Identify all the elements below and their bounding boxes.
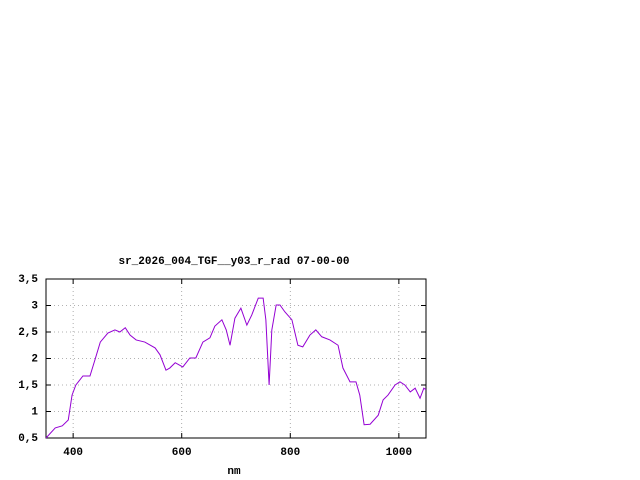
- y-tick-label: 3,5: [18, 274, 38, 286]
- y-tick-label: 3: [31, 300, 38, 312]
- y-tick-label: 1: [31, 406, 38, 418]
- x-tick-label: 1000: [386, 447, 412, 459]
- x-tick-label: 600: [172, 447, 192, 459]
- x-tick-label: 800: [280, 447, 300, 459]
- y-tick-label: 0,5: [18, 433, 38, 445]
- x-tick-label: 400: [63, 447, 83, 459]
- data-line: [45, 297, 427, 439]
- y-tick-label: 2: [31, 353, 38, 365]
- y-tick-label: 1,5: [18, 380, 38, 392]
- x-axis-label: nm: [227, 466, 241, 478]
- y-tick-label: 2,5: [18, 327, 38, 339]
- chart-title: sr_2026_004_TGF__y03_r_rad 07-00-00: [118, 256, 349, 268]
- plot-border: [45, 278, 427, 439]
